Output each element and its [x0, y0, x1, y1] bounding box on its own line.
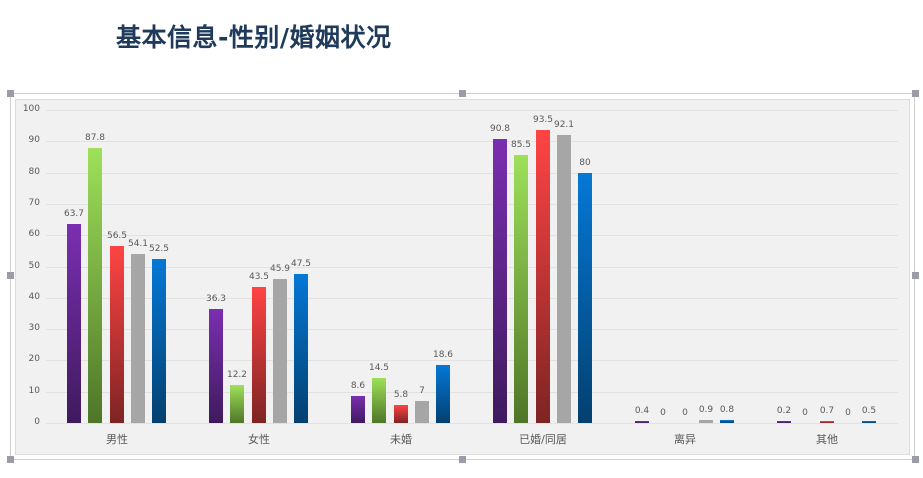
x-axis-category-label: 女性	[248, 433, 270, 446]
data-label: 92.1	[553, 120, 575, 130]
bar[interactable]	[862, 421, 876, 423]
bar[interactable]	[777, 421, 791, 423]
data-label: 63.7	[63, 209, 85, 219]
data-label: 36.3	[205, 294, 227, 304]
bar[interactable]	[273, 279, 287, 423]
data-label: 5.8	[393, 390, 409, 400]
bar[interactable]	[699, 420, 713, 423]
data-label: 54.1	[127, 239, 149, 249]
bar[interactable]	[536, 130, 550, 423]
bar[interactable]	[557, 135, 571, 423]
bar[interactable]	[152, 259, 166, 423]
y-axis-tick-label: 0	[34, 417, 40, 427]
gridline	[46, 235, 898, 236]
data-label: 0.9	[698, 405, 714, 415]
data-label: 47.5	[290, 259, 312, 269]
gridline	[46, 298, 898, 299]
resize-handle-top-center[interactable]	[459, 90, 466, 97]
data-label: 12.2	[226, 370, 248, 380]
data-label: 0.5	[861, 406, 877, 416]
y-axis-tick-label: 70	[28, 198, 40, 208]
gridline	[46, 173, 898, 174]
data-label: 0.8	[719, 405, 735, 415]
bar[interactable]	[67, 224, 81, 423]
resize-handle-middle-left[interactable]	[7, 272, 14, 279]
resize-handle-bottom-center[interactable]	[459, 456, 466, 463]
resize-handle-bottom-left[interactable]	[7, 456, 14, 463]
bar[interactable]	[415, 401, 429, 423]
data-label: 0.4	[634, 406, 650, 416]
x-axis-category-label: 离异	[674, 433, 696, 446]
data-label: 80	[579, 158, 591, 168]
x-axis-category-label: 男性	[106, 433, 128, 446]
x-axis-category-label: 其他	[816, 433, 838, 446]
bar[interactable]	[372, 378, 386, 423]
page-title: 基本信息-性别/婚姻状况	[116, 23, 392, 52]
resize-handle-middle-right[interactable]	[912, 272, 919, 279]
gridline	[46, 141, 898, 142]
gridline	[46, 267, 898, 268]
x-axis-category-label: 已婚/同居	[519, 433, 567, 446]
resize-handle-bottom-right[interactable]	[912, 456, 919, 463]
data-label: 0	[682, 408, 688, 418]
data-label: 43.5	[248, 272, 270, 282]
bar[interactable]	[230, 385, 244, 423]
chart-area[interactable]	[15, 99, 910, 455]
x-axis-category-label: 未婚	[390, 433, 412, 446]
data-label: 0	[802, 408, 808, 418]
y-axis-tick-label: 10	[28, 386, 40, 396]
bar[interactable]	[252, 287, 266, 423]
data-label: 0	[845, 408, 851, 418]
data-label: 14.5	[368, 363, 390, 373]
bar[interactable]	[635, 421, 649, 423]
data-label: 18.6	[432, 350, 454, 360]
bar[interactable]	[493, 139, 507, 423]
y-axis-tick-label: 30	[28, 323, 40, 333]
data-label: 93.5	[532, 115, 554, 125]
data-label: 52.5	[148, 244, 170, 254]
y-axis-tick-label: 80	[28, 167, 40, 177]
data-label: 0.7	[819, 406, 835, 416]
bar[interactable]	[394, 405, 408, 423]
bar[interactable]	[436, 365, 450, 423]
bar[interactable]	[514, 155, 528, 423]
y-axis-tick-label: 100	[22, 104, 40, 114]
gridline	[46, 423, 898, 424]
gridline	[46, 110, 898, 111]
y-axis-tick-label: 90	[28, 135, 40, 145]
bar[interactable]	[294, 274, 308, 423]
resize-handle-top-left[interactable]	[7, 90, 14, 97]
bar[interactable]	[351, 396, 365, 423]
data-label: 85.5	[510, 140, 532, 150]
data-label: 7	[419, 386, 425, 396]
y-axis-tick-label: 50	[28, 261, 40, 271]
data-label: 87.8	[84, 133, 106, 143]
y-axis-tick-label: 40	[28, 292, 40, 302]
bar[interactable]	[820, 421, 834, 423]
y-axis-tick-label: 20	[28, 354, 40, 364]
data-label: 0.2	[776, 406, 792, 416]
data-label: 45.9	[269, 264, 291, 274]
bar[interactable]	[131, 254, 145, 423]
bar[interactable]	[720, 420, 734, 423]
gridline	[46, 392, 898, 393]
bar[interactable]	[110, 246, 124, 423]
gridline	[46, 204, 898, 205]
y-axis-tick-label: 60	[28, 229, 40, 239]
data-label: 56.5	[106, 231, 128, 241]
resize-handle-top-right[interactable]	[912, 90, 919, 97]
bar[interactable]	[209, 309, 223, 423]
gridline	[46, 329, 898, 330]
gridline	[46, 360, 898, 361]
data-label: 90.8	[489, 124, 511, 134]
data-label: 8.6	[350, 381, 366, 391]
bar[interactable]	[578, 173, 592, 423]
bar[interactable]	[88, 148, 102, 423]
data-label: 0	[660, 408, 666, 418]
